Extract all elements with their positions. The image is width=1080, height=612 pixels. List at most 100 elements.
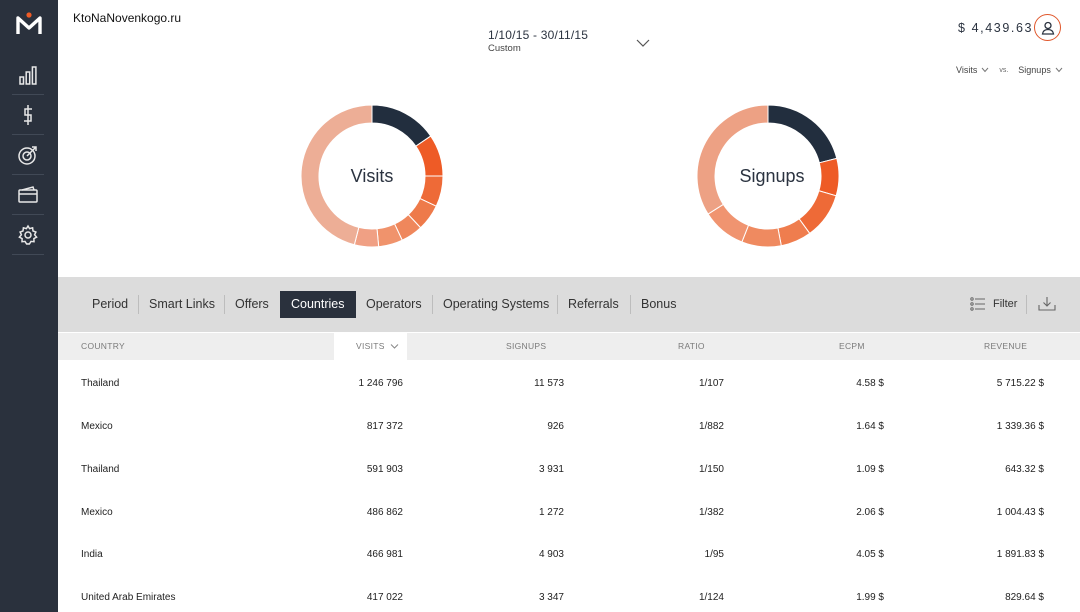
- cell-revenue: 1 004.43 $: [996, 507, 1044, 518]
- filter-button[interactable]: Filter: [970, 297, 1017, 311]
- signups-chart-label: Signups: [739, 166, 805, 186]
- table-row[interactable]: Thailand 1 246 796 11 573 1/107 4.58 $ 5…: [58, 362, 1080, 405]
- sidebar: [0, 0, 58, 612]
- sidebar-item-settings[interactable]: [12, 215, 44, 255]
- signups-slice-1[interactable]: [767, 105, 838, 164]
- cell-revenue: 829.64 $: [1005, 592, 1044, 603]
- cell-signups: 926: [547, 421, 564, 432]
- tab-referrals[interactable]: Referrals: [568, 297, 619, 311]
- cell-ecpm: 4.58 $: [856, 378, 884, 389]
- sidebar-item-payments[interactable]: [12, 95, 44, 135]
- column-header-revenue[interactable]: REVENUE: [984, 341, 1028, 351]
- tab-divider: [432, 295, 433, 314]
- cell-revenue: 1 891.83 $: [996, 549, 1044, 560]
- sidebar-item-statistics[interactable]: [12, 55, 44, 95]
- cell-ecpm: 4.05 $: [856, 549, 884, 560]
- tab-smart-links[interactable]: Smart Links: [149, 297, 215, 311]
- cell-ratio: 1/95: [704, 549, 724, 560]
- tab-bonus[interactable]: Bonus: [641, 297, 677, 311]
- visits-slice-1[interactable]: [371, 105, 432, 147]
- column-header-country[interactable]: COUNTRY: [81, 341, 125, 351]
- column-header-ratio[interactable]: RATIO: [678, 341, 705, 351]
- user-icon: [1041, 21, 1054, 35]
- cell-revenue: 1 339.36 $: [996, 421, 1044, 432]
- cell-ratio: 1/107: [698, 378, 724, 389]
- cell-ratio: 1/882: [698, 421, 724, 432]
- filter-label: Filter: [993, 298, 1018, 310]
- table-row[interactable]: Mexico 817 372 926 1/882 1.64 $ 1 339.36…: [58, 405, 1080, 448]
- cell-revenue: 5 715.22 $: [996, 378, 1044, 389]
- filter-list-icon: [970, 297, 985, 311]
- compare-right-select[interactable]: Signups: [1018, 65, 1051, 75]
- download-icon[interactable]: [1038, 296, 1056, 312]
- table-row[interactable]: Mexico 486 862 1 272 1/382 2.06 $ 1 004.…: [58, 491, 1080, 534]
- tab-operators[interactable]: Operators: [366, 297, 422, 311]
- signups-donut-chart: [697, 105, 839, 247]
- cell-ratio: 1/124: [698, 592, 724, 603]
- signups-slice-7[interactable]: [697, 105, 769, 215]
- compare-vs-label: vs.: [999, 66, 1009, 74]
- column-header-signups[interactable]: SIGNUPS: [506, 341, 547, 351]
- cell-ecpm: 2.06 $: [856, 507, 884, 518]
- gear-icon: [18, 224, 38, 245]
- column-header-ecpm[interactable]: ECPM: [839, 341, 865, 351]
- logo-icon[interactable]: [16, 12, 42, 36]
- compare-left-select[interactable]: Visits: [956, 65, 978, 75]
- cell-country: Thailand: [81, 464, 120, 475]
- cell-visits: 486 862: [366, 507, 403, 518]
- wallet-icon: [18, 185, 38, 203]
- column-header-visits[interactable]: VISITS: [356, 341, 385, 351]
- tab-divider: [224, 295, 225, 314]
- sidebar-item-wallet[interactable]: [12, 175, 44, 215]
- table-header: COUNTRY VISITS SIGNUPS RATIO ECPM REVENU…: [58, 333, 1080, 360]
- bar-chart-icon: [19, 65, 37, 85]
- cell-signups: 11 573: [534, 378, 564, 389]
- cell-signups: 3 347: [538, 592, 564, 603]
- sidebar-item-offers[interactable]: [12, 135, 44, 175]
- cell-country: Mexico: [81, 421, 113, 432]
- sorted-column-highlight: [334, 333, 407, 360]
- tab-countries[interactable]: Countries: [280, 291, 356, 318]
- cell-visits: 417 022: [366, 592, 403, 603]
- tab-divider: [138, 295, 139, 314]
- chevron-down-icon[interactable]: [1055, 67, 1063, 73]
- cell-country: Mexico: [81, 507, 113, 518]
- cell-ratio: 1/150: [698, 464, 724, 475]
- cell-ecpm: 1.99 $: [856, 592, 884, 603]
- tab-operating-systems[interactable]: Operating Systems: [443, 297, 550, 311]
- cell-country: India: [81, 549, 103, 560]
- sort-down-icon[interactable]: [390, 343, 399, 350]
- cell-visits: 466 981: [366, 549, 403, 560]
- visits-slice-8[interactable]: [301, 105, 373, 246]
- cell-revenue: 643.32 $: [1005, 464, 1044, 475]
- signups-slice-5[interactable]: [741, 224, 782, 247]
- cell-visits: 817 372: [366, 421, 403, 432]
- cell-visits: 591 903: [366, 464, 403, 475]
- balance-amount: $ 4,439.63: [958, 21, 1034, 35]
- user-profile-button[interactable]: [1034, 14, 1061, 41]
- cell-ratio: 1/382: [698, 507, 724, 518]
- compare-selector: Visits vs. Signups: [956, 65, 1063, 75]
- table-row[interactable]: Thailand 591 903 3 931 1/150 1.09 $ 643.…: [58, 448, 1080, 491]
- chevron-down-icon[interactable]: [981, 67, 989, 73]
- visits-donut-chart: [301, 105, 443, 247]
- report-tabs-bar: Period Smart Links Offers Countries Oper…: [58, 277, 1080, 332]
- table-row[interactable]: India 466 981 4 903 1/95 4.05 $ 1 891.83…: [58, 533, 1080, 576]
- cell-ecpm: 1.64 $: [856, 421, 884, 432]
- cell-signups: 4 903: [538, 549, 564, 560]
- tab-divider: [557, 295, 558, 314]
- site-name: KtoNaNovenkogo.ru: [73, 11, 182, 25]
- cell-visits: 1 246 796: [358, 378, 404, 389]
- cell-country: United Arab Emirates: [81, 592, 176, 603]
- chevron-down-icon[interactable]: [636, 38, 650, 48]
- cell-ecpm: 1.09 $: [856, 464, 884, 475]
- cell-signups: 3 931: [538, 464, 564, 475]
- tab-offers[interactable]: Offers: [235, 297, 269, 311]
- date-preset-label[interactable]: Custom: [488, 43, 521, 54]
- table-row[interactable]: United Arab Emirates 417 022 3 347 1/124…: [58, 576, 1080, 612]
- target-icon: [18, 145, 37, 165]
- date-range-value[interactable]: 1/10/15 - 30/11/15: [488, 28, 589, 42]
- tab-period[interactable]: Period: [92, 297, 129, 311]
- toolbar-divider: [1026, 295, 1027, 314]
- dollar-icon: [24, 104, 32, 125]
